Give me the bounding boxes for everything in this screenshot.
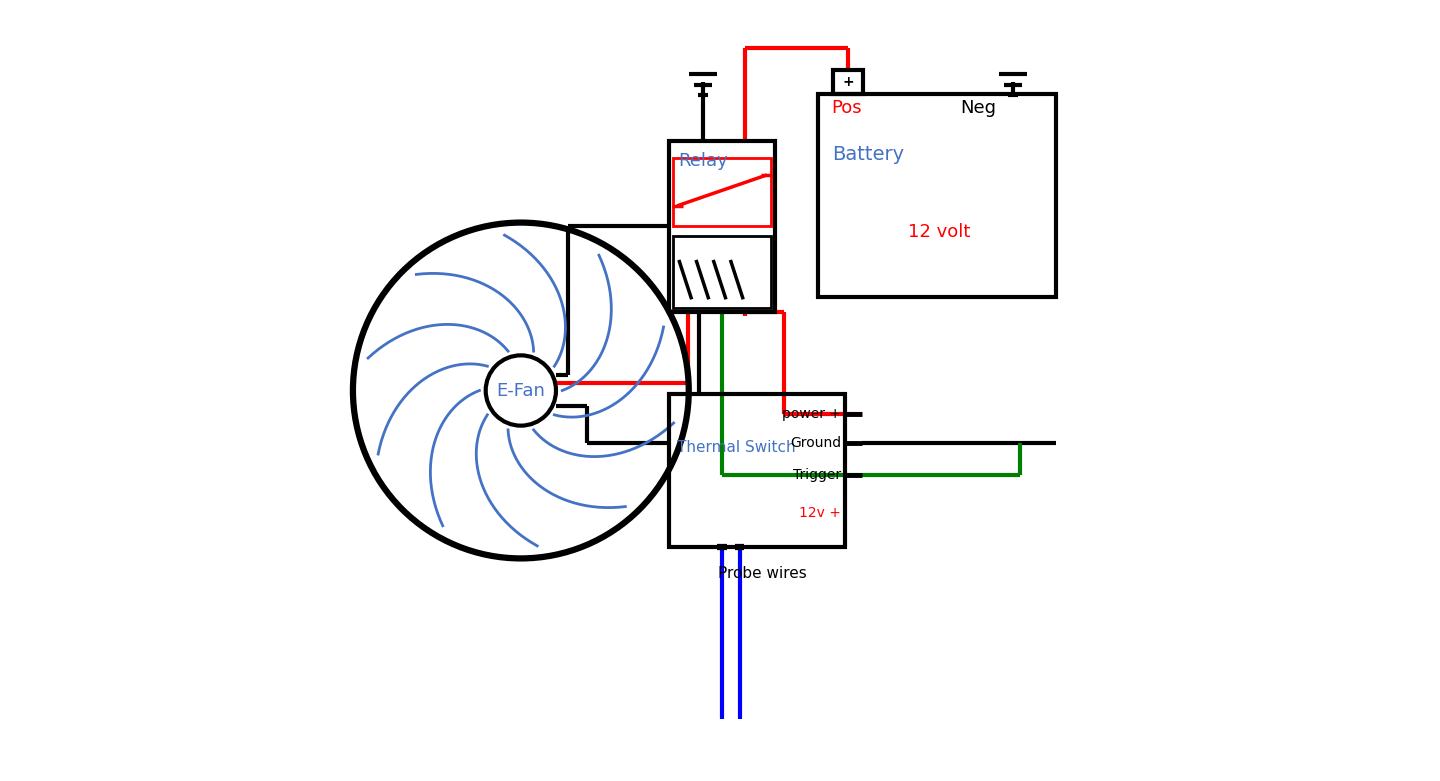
Text: Pos: Pos <box>832 99 863 117</box>
Text: Battery: Battery <box>832 145 904 164</box>
Bar <box>670 394 845 547</box>
Text: +: + <box>842 75 854 89</box>
Text: Ground: Ground <box>791 436 841 450</box>
Bar <box>670 141 775 312</box>
Text: E-Fan: E-Fan <box>497 381 546 400</box>
Text: 12 volt: 12 volt <box>909 223 971 241</box>
Bar <box>672 158 770 226</box>
Text: Probe wires: Probe wires <box>719 566 806 581</box>
Bar <box>672 237 770 308</box>
Bar <box>834 70 863 94</box>
Text: 12v +: 12v + <box>799 506 841 520</box>
Bar <box>818 94 1056 297</box>
Text: Neg: Neg <box>960 99 996 117</box>
Text: Thermal Switch: Thermal Switch <box>677 440 796 455</box>
Text: power +: power + <box>782 407 841 421</box>
Text: Trigger: Trigger <box>793 468 841 482</box>
Text: Relay: Relay <box>678 152 729 170</box>
